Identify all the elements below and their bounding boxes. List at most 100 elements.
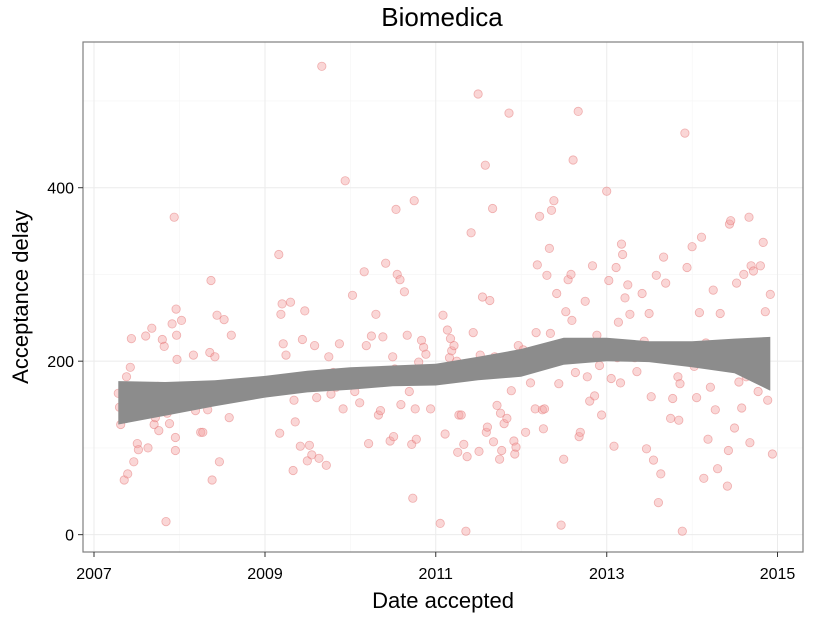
data-point (338, 404, 348, 414)
data-point (566, 269, 576, 279)
data-point (539, 404, 550, 414)
data-point (653, 497, 664, 508)
data-point (172, 330, 182, 340)
data-point (724, 219, 735, 229)
y-tick-label: 0 (65, 528, 74, 545)
data-point (453, 447, 463, 457)
data-point (726, 216, 736, 226)
data-point (554, 379, 564, 389)
data-point (729, 423, 740, 433)
scatter-points (113, 61, 778, 536)
data-point (123, 469, 133, 479)
data-point (767, 449, 778, 459)
data-point (468, 327, 478, 338)
data-point (542, 270, 552, 280)
data-point (587, 261, 598, 271)
data-point (580, 296, 590, 306)
data-point (602, 186, 612, 196)
data-point (549, 196, 559, 206)
data-point (567, 315, 577, 325)
data-point (753, 386, 763, 397)
data-point (644, 308, 654, 319)
data-point (438, 310, 448, 320)
data-point (449, 340, 459, 351)
data-point (473, 89, 483, 99)
minor-gridlines (83, 42, 803, 552)
data-point (300, 306, 310, 316)
data-point (347, 290, 358, 300)
x-tick-label: 2015 (760, 566, 796, 583)
data-point (648, 455, 659, 465)
data-point (699, 473, 709, 483)
data-point (440, 429, 450, 439)
data-point (723, 445, 734, 456)
y-axis: 0 200 400 (47, 181, 83, 545)
data-point (416, 335, 427, 345)
data-point (696, 232, 707, 242)
data-point (609, 441, 619, 451)
data-point (304, 440, 314, 450)
data-point (731, 278, 742, 288)
data-point (462, 451, 472, 462)
data-point (710, 405, 720, 415)
data-point (485, 295, 495, 306)
data-point (224, 412, 234, 423)
data-point (520, 427, 531, 437)
x-axis-title: Date accepted (372, 588, 514, 613)
data-point (373, 410, 383, 420)
x-tick-label: 2011 (419, 566, 454, 583)
data-point (499, 418, 509, 429)
data-point (755, 261, 766, 271)
data-point (760, 307, 770, 317)
data-point (677, 526, 687, 536)
data-point (129, 457, 139, 467)
data-point (745, 438, 755, 448)
x-tick-label: 2013 (589, 566, 625, 583)
data-point (447, 346, 457, 356)
data-point (133, 445, 143, 455)
data-point (530, 404, 540, 414)
data-point (288, 465, 298, 476)
data-point (506, 386, 516, 396)
data-point (739, 269, 749, 279)
data-point (132, 438, 142, 449)
data-point (525, 378, 536, 388)
data-point (361, 340, 371, 351)
data-point (321, 460, 331, 470)
data-point (481, 427, 491, 437)
data-point (703, 434, 713, 444)
data-point (482, 422, 492, 432)
data-point (456, 410, 466, 420)
data-point (661, 278, 671, 288)
data-point (167, 319, 177, 329)
data-point (459, 439, 469, 449)
data-point (408, 493, 418, 503)
data-point (402, 330, 412, 340)
data-point (425, 404, 436, 414)
data-point (675, 379, 685, 389)
data-point (126, 333, 136, 344)
data-point (274, 249, 284, 260)
data-point (616, 239, 627, 249)
data-point (510, 449, 520, 459)
data-point (421, 349, 431, 359)
data-point (161, 516, 171, 527)
data-point (404, 386, 414, 397)
data-point (206, 275, 216, 286)
data-point (309, 340, 320, 351)
data-point (188, 350, 198, 360)
data-point (559, 454, 569, 464)
data-point (392, 269, 402, 279)
data-point (275, 428, 285, 438)
data-point (169, 212, 179, 222)
y-tick-label: 200 (47, 354, 74, 371)
data-point (277, 299, 287, 309)
y-tick-label: 400 (47, 181, 74, 198)
data-point (281, 350, 291, 360)
data-point (147, 323, 157, 333)
data-point (563, 275, 573, 285)
data-point (159, 341, 169, 351)
data-point (552, 288, 562, 299)
data-point (737, 403, 747, 413)
